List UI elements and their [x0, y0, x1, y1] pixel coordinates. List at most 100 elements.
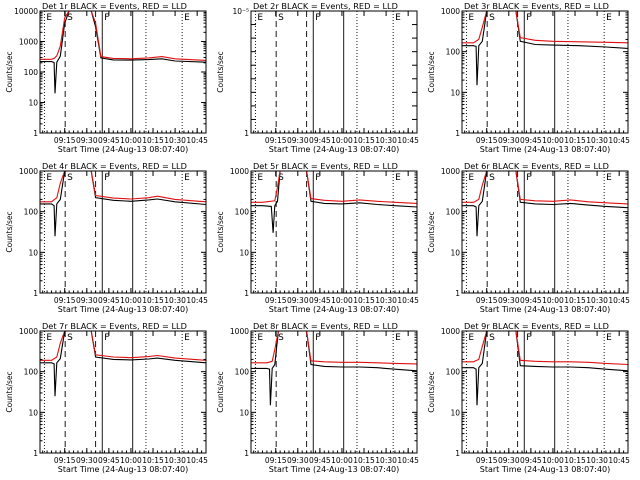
marker-label: F: [315, 333, 320, 343]
plot-frame: [461, 10, 629, 134]
x-tick-label: 10:45: [186, 296, 208, 305]
x-tick-label: 10:15: [142, 136, 164, 145]
series-line-events: [462, 11, 628, 86]
y-tick-label: 1000: [19, 327, 38, 336]
marker-label: S: [67, 333, 73, 343]
x-tick-label: 10:45: [608, 136, 630, 145]
y-axis-label: Counts/sec: [216, 51, 225, 92]
series-line-events: [40, 11, 206, 94]
x-tick-label: 10:15: [353, 296, 375, 305]
y-tick-label: 1000: [441, 7, 460, 16]
detector-panel: Det 5r BLACK = Events, RED = LLD E S F E 1 10 1…: [216, 161, 419, 314]
marker-label: F: [104, 173, 109, 183]
x-tick-label: 10:30: [586, 136, 608, 145]
x-tick-label: 10:30: [586, 456, 608, 465]
series-line-events: [251, 331, 417, 406]
y-tick-label: 1: [455, 289, 460, 298]
x-axis-label: Start Time (24-Aug-13 08:07:40): [58, 465, 189, 474]
x-tick-label: 10:30: [375, 296, 397, 305]
y-tick-label: 10: [239, 248, 249, 257]
series-line-lld: [40, 171, 206, 203]
panel-title: Det 3r BLACK = Events, RED = LLD: [464, 1, 609, 11]
series-line-events: [40, 171, 206, 237]
y-tick-label: 10: [450, 408, 460, 417]
series-line-lld: [251, 331, 417, 365]
marker-label: E: [395, 333, 401, 343]
y-tick-label: 100: [446, 208, 461, 217]
x-tick-label: 09:15: [54, 456, 76, 465]
plot-frame: [461, 170, 629, 294]
series-line-lld: [462, 11, 628, 44]
marker-label: S: [489, 13, 495, 23]
marker-label: S: [489, 333, 495, 343]
x-tick-label: 10:45: [186, 456, 208, 465]
detector-panel: Det 3r BLACK = Events, RED = LLD E S F E 1 10 1…: [427, 1, 630, 154]
marker-label: F: [526, 13, 531, 23]
plot-frame: [39, 330, 207, 454]
plot-frame: [250, 10, 418, 134]
x-tick-label: 09:30: [76, 296, 98, 305]
y-axis-label: Counts/sec: [216, 211, 225, 252]
x-tick-label: 09:15: [476, 456, 498, 465]
y-tick-label: 10: [239, 408, 249, 417]
detector-panel: Det 1r BLACK = Events, RED = LLD E S F E 1 10 1…: [5, 1, 208, 154]
detector-panel: Det 2r BLACK = Events, RED = LLD E S F E 1 10⁻…: [216, 1, 419, 154]
marker-label: E: [606, 173, 612, 183]
y-tick-label: 100: [235, 208, 250, 217]
x-tick-label: 10:15: [564, 456, 586, 465]
x-tick-label: 09:15: [265, 456, 287, 465]
panel-title: Det 1r BLACK = Events, RED = LLD: [42, 1, 187, 11]
x-tick-label: 10:45: [397, 136, 419, 145]
x-tick-label: 10:45: [397, 296, 419, 305]
x-tick-label: 09:45: [98, 296, 120, 305]
y-tick-label: 1000: [19, 38, 38, 47]
x-tick-label: 09:30: [76, 136, 98, 145]
marker-label: F: [526, 333, 531, 343]
x-tick-label: 10:30: [164, 136, 186, 145]
marker-label: E: [46, 173, 52, 183]
y-tick-label: 10: [28, 408, 38, 417]
y-tick-label: 10: [450, 248, 460, 257]
x-tick-label: 10:00: [331, 296, 353, 305]
x-axis-label: Start Time (24-Aug-13 08:07:40): [58, 145, 189, 154]
marker-label: F: [104, 13, 109, 23]
y-tick-label: 1: [455, 449, 460, 458]
y-axis-label: Counts/sec: [5, 371, 14, 412]
x-tick-label: 10:15: [564, 296, 586, 305]
panel-title: Det 2r BLACK = Events, RED = LLD: [253, 1, 398, 11]
marker-label: E: [395, 13, 401, 23]
marker-label: F: [315, 173, 320, 183]
panel-title: Det 4r BLACK = Events, RED = LLD: [42, 161, 187, 171]
y-axis-label: Counts/sec: [5, 211, 14, 252]
y-tick-label: 1: [33, 129, 38, 138]
marker-label: F: [104, 333, 109, 343]
y-tick-label: 1000: [441, 327, 460, 336]
marker-label: F: [315, 13, 320, 23]
y-tick-label: 100: [24, 368, 39, 377]
x-tick-label: 09:15: [54, 296, 76, 305]
x-tick-label: 09:45: [98, 456, 120, 465]
y-tick-label: 100: [446, 48, 461, 57]
x-tick-label: 09:45: [520, 136, 542, 145]
x-tick-label: 09:30: [287, 296, 309, 305]
marker-label: S: [67, 13, 73, 23]
x-tick-label: 09:45: [520, 456, 542, 465]
marker-label: F: [526, 173, 531, 183]
y-tick-label: 10: [450, 88, 460, 97]
y-tick-label: 1000: [230, 327, 249, 336]
panel-title: Det 8r BLACK = Events, RED = LLD: [253, 321, 398, 331]
x-tick-label: 10:30: [164, 296, 186, 305]
series-line-events: [251, 171, 417, 233]
marker-label: E: [257, 173, 263, 183]
plot-frame: [250, 170, 418, 294]
y-tick-label: 1: [244, 449, 249, 458]
panel-title: Det 7r BLACK = Events, RED = LLD: [42, 321, 187, 331]
x-tick-label: 10:00: [542, 456, 564, 465]
y-tick-label: 100: [446, 368, 461, 377]
marker-label: E: [46, 333, 52, 343]
marker-label: E: [606, 333, 612, 343]
x-tick-label: 10:30: [375, 456, 397, 465]
y-tick-label: 1: [33, 449, 38, 458]
x-axis-label: Start Time (24-Aug-13 08:07:40): [269, 465, 400, 474]
x-tick-label: 09:15: [265, 296, 287, 305]
